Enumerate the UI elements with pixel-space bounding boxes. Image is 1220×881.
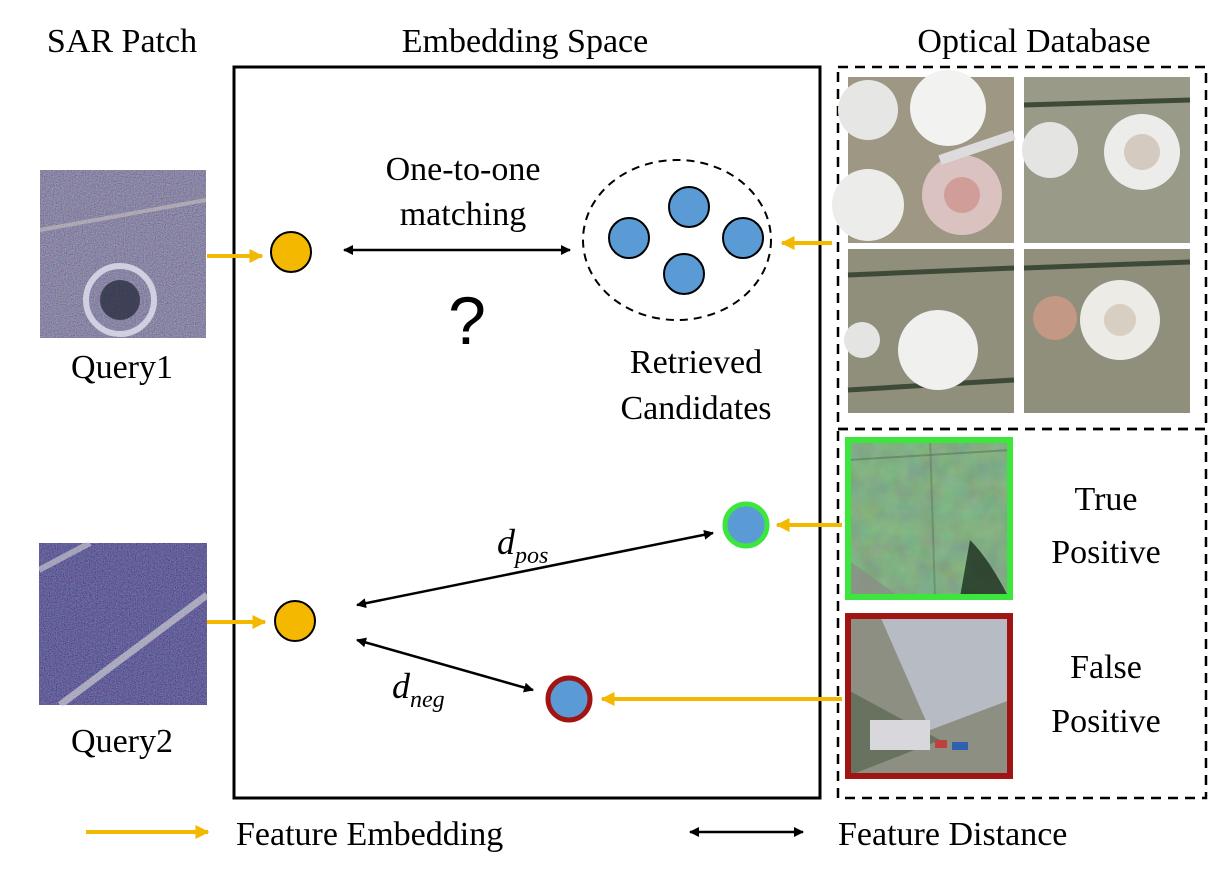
positive-distance-label: dpos [497, 522, 548, 569]
optical-tile-bottom-right [1023, 249, 1191, 413]
optical-tile-top-left [832, 70, 1016, 243]
negative-distance-arrow [356, 637, 534, 693]
query2-embedding-point [274, 600, 316, 642]
positive-distance-arrow [356, 529, 714, 609]
candidates-label-line2: Candidates [620, 390, 771, 427]
candidates-label-line1: Retrieved [630, 344, 762, 381]
query1-sar-image [39, 170, 207, 338]
query2-label: Query2 [71, 723, 173, 760]
candidate-point [663, 253, 705, 295]
question-mark: ? [448, 283, 486, 359]
optical-tile-bottom-left [844, 249, 1015, 413]
legend-distance-label: Feature Distance [838, 816, 1067, 853]
legend-embedding-label: Feature Embedding [236, 816, 503, 853]
false-positive-point [545, 675, 593, 723]
true-positive-point [722, 501, 770, 549]
optical-tile-top-right [1022, 77, 1191, 243]
query2-sar-image [37, 540, 210, 708]
false-positive-image [845, 613, 1013, 779]
candidate-point [668, 186, 710, 228]
optical-database-box [836, 65, 1208, 431]
query1-label: Query1 [71, 349, 173, 386]
sar-patch-header: SAR Patch [47, 23, 197, 60]
true-positive-label-line2: Positive [1051, 534, 1161, 571]
candidate-point [608, 217, 650, 259]
query1-embedding-point [270, 231, 312, 273]
true-positive-label-line1: True [1075, 481, 1138, 518]
embedding-space-header: Embedding Space [402, 23, 648, 60]
matching-label-line2: matching [400, 196, 527, 233]
false-positive-label-line1: False [1070, 649, 1142, 686]
negative-distance-label: dneg [392, 666, 445, 713]
candidates-cluster [582, 159, 772, 321]
true-positive-image [845, 437, 1013, 600]
optical-database-header: Optical Database [917, 23, 1150, 60]
candidate-point [722, 217, 764, 259]
examples-box [836, 427, 1208, 800]
embedding-space-box [232, 65, 822, 800]
matching-label-line1: One-to-one [386, 151, 541, 188]
false-positive-label-line2: Positive [1051, 703, 1161, 740]
